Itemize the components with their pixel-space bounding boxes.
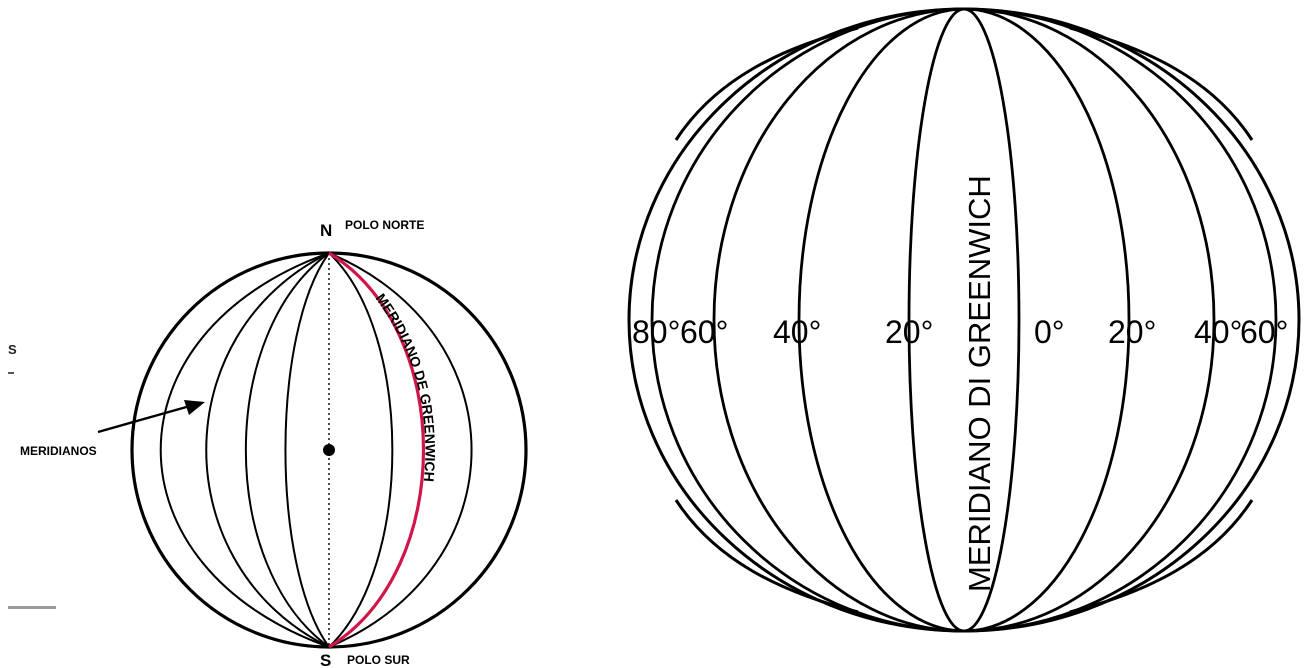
cropped-edge-text: S [8,342,17,357]
globe-center-dot [323,444,335,456]
greenwich-meridian-line [328,251,426,649]
degree-label: 20° [885,314,933,350]
right-globe-outline [627,7,1301,633]
meridians-label: MERIDIANOS [20,444,97,458]
edge-arc-lower-right [1069,499,1254,614]
north-pole-letter: N [320,221,332,240]
left-meridian-line [328,252,394,648]
left-globe-figure: S MERIDIANO DE GREENWICH N POLO NORTE S … [8,218,528,668]
left-meridian-line [245,252,330,648]
greenwich-label-right: MERIDIANO DI GREENWICH [962,175,997,592]
edge-arc-upper-left [674,26,859,141]
right-globe-figure: 80° 60° 40° 20° 0° 20° 40°60° MERIDIANO DI GRE… [627,7,1301,633]
cropped-edge-mark-bottom [8,606,56,609]
north-pole-label: POLO NORTE [345,218,424,232]
left-meridian-line [328,252,473,648]
left-meridian-line [284,252,330,648]
degree-label: 40° [773,314,821,350]
greenwich-label-left: MERIDIANO DE GREENWICH [373,290,439,482]
degree-label: 80° [632,314,680,350]
edge-arc-lower-left [674,499,859,614]
cropped-edge-mark [8,372,14,374]
edge-arc-upper-right [1069,26,1254,141]
meridians-arrow-line [97,404,191,434]
degree-labels: 80° 60° 40° 20° 0° 20° 40°60° [632,314,1288,350]
south-pole-letter: S [320,651,331,668]
left-meridian-lines [159,252,473,648]
meridians-arrow-head [184,400,205,415]
south-pole-label: POLO SUR [347,653,410,667]
degree-label: 40° [1194,314,1242,350]
degree-label: 60° [680,314,728,350]
degree-label: 0° [1034,314,1065,350]
left-meridian-line [159,252,330,648]
degree-label: 20° [1108,314,1156,350]
degree-label: 60° [1240,314,1288,350]
left-meridian-line [205,252,330,648]
